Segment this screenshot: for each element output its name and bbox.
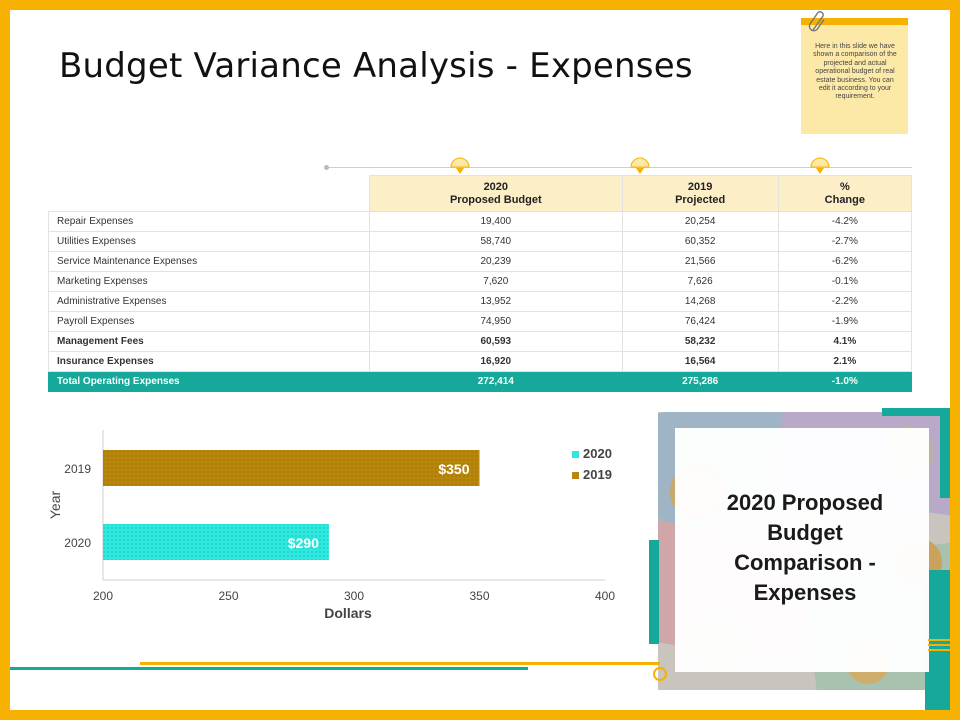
x-axis-title: Dollars	[324, 605, 372, 621]
chart-bars	[103, 450, 480, 560]
caption-panel	[675, 428, 929, 672]
y-axis-title: Year	[47, 491, 63, 520]
header-2020: 2020 Proposed Budget	[369, 175, 623, 212]
header-change-label: Change	[824, 193, 865, 206]
y-tick-label: 2019	[64, 462, 91, 476]
row-change: 4.1%	[777, 331, 913, 352]
header-change-symbol: %	[839, 180, 850, 193]
row-change: -6.2%	[777, 251, 913, 272]
sticky-note-text: Here in this slide we have shown a compa…	[813, 43, 897, 101]
bar-2020	[103, 524, 329, 560]
timeline-dot	[324, 165, 329, 170]
row-change: 2.1%	[777, 351, 913, 372]
stripes-decoration	[928, 639, 950, 651]
paperclip-icon	[808, 11, 825, 32]
table-timeline-line	[326, 167, 912, 168]
legend-label-2020: 2020	[583, 446, 612, 461]
page-title: Budget Variance Analysis - Expenses	[59, 46, 693, 86]
budget-table: 2020 Proposed Budget 2019 Projected % Chang…	[48, 175, 913, 392]
bar-chart: 200 250 300 350 400 Dollars Year 2019 2020 $290 $3…	[47, 430, 615, 621]
sticky-note-strip	[801, 18, 908, 25]
table-row: Repair Expenses 19,400 20,254 -4.2%	[48, 211, 913, 232]
header-2019-year: 2019	[687, 180, 713, 193]
x-tick-label: 200	[93, 589, 113, 603]
legend-swatch-2020	[572, 451, 579, 458]
bottom-circle	[653, 667, 667, 681]
x-tick-label: 350	[469, 589, 489, 603]
legend-swatch-2019	[572, 472, 579, 479]
slide: Budget Variance Analysis - Expenses Here…	[10, 10, 950, 710]
header-marker-icon	[450, 157, 470, 174]
table-row: Marketing Expenses 7,620 7,626 -0.1%	[48, 271, 913, 292]
header-2019-label: Projected	[675, 193, 726, 206]
bottom-teal-line	[10, 667, 528, 670]
legend-label-2019: 2019	[583, 467, 612, 482]
row-change: -4.2%	[777, 211, 913, 232]
table-row: Service Maintenance Expenses 20,239 21,5…	[48, 251, 913, 272]
total-change: -1.0%	[777, 371, 913, 392]
x-tick-label: 400	[595, 589, 615, 603]
table-row: Utilities Expenses 58,740 60,352 -2.7%	[48, 231, 913, 252]
table-header-row: 2020 Proposed Budget 2019 Projected % Chang…	[48, 175, 913, 212]
caption-text: 2020 Proposed Budget Comparison - Expens…	[726, 490, 884, 605]
chart-labels: 200 250 300 350 400 Dollars Year 2019 2020 $290 $3…	[47, 461, 615, 621]
row-change: -0.1%	[777, 271, 913, 292]
header-2019: 2019 Projected	[621, 175, 779, 212]
x-tick-label: 300	[344, 589, 364, 603]
data-label-2019: $350	[438, 461, 469, 477]
row-change: -1.9%	[777, 311, 913, 332]
x-tick-label: 250	[218, 589, 238, 603]
row-change: -2.7%	[777, 231, 913, 252]
header-marker-icon	[810, 157, 830, 174]
header-marker-icon	[630, 157, 650, 174]
total-value-2019: 275,286	[621, 371, 779, 392]
y-tick-label: 2020	[64, 536, 91, 550]
chart-legend: 2020 2019	[572, 446, 612, 482]
table-header-blank	[48, 175, 370, 212]
header-2020-label: Proposed Budget	[449, 193, 542, 206]
table-row: Administrative Expenses 13,952 14,268 -2…	[48, 291, 913, 312]
table-total-row: Total Operating Expenses 272,414 275,286…	[48, 371, 913, 392]
bar-2019	[103, 450, 480, 486]
teal-accent-bar	[649, 540, 659, 644]
header-2020-year: 2020	[483, 180, 509, 193]
sticky-note: Here in this slide we have shown a compa…	[801, 18, 908, 134]
teal-accent-bar	[940, 408, 950, 498]
row-change: -2.2%	[777, 291, 913, 312]
bottom-gold-line	[140, 662, 660, 665]
data-label-2020: $290	[288, 535, 319, 551]
total-label: Total Operating Expenses	[48, 371, 370, 392]
header-change: % Change	[777, 175, 913, 212]
teal-accent-bar	[882, 408, 950, 416]
total-value-2020: 272,414	[369, 371, 623, 392]
